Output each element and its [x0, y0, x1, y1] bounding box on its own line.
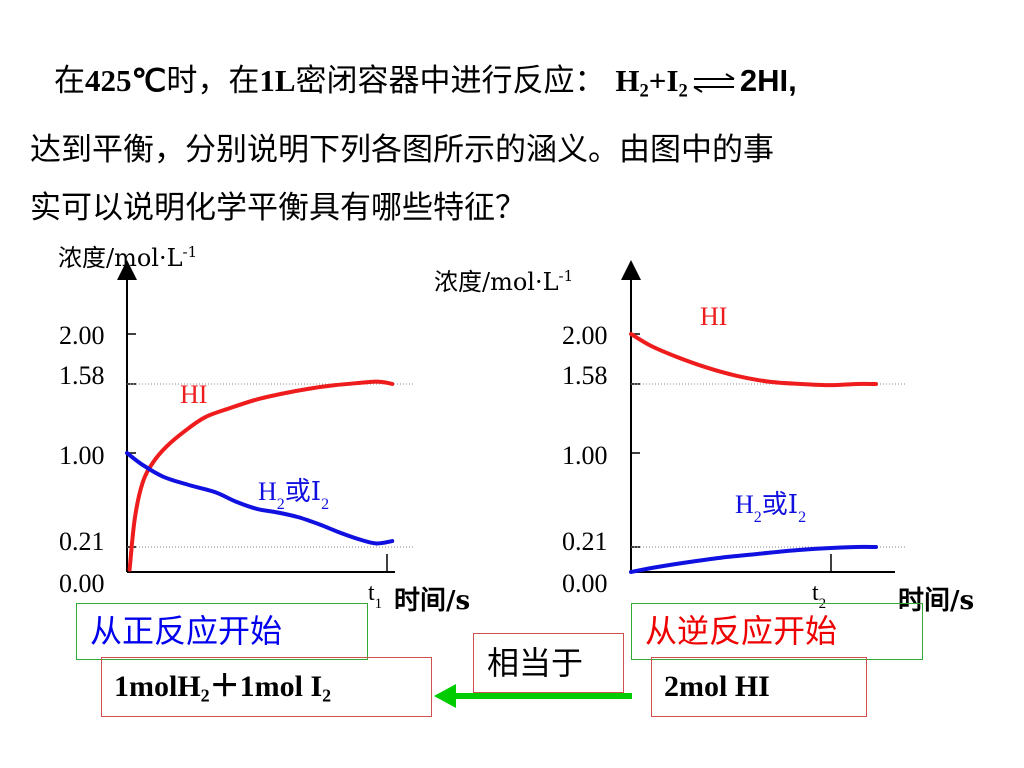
- reverse-amount-box: 2mol HI: [651, 657, 867, 717]
- q-line2: 达到平衡，分别说明下列各图所示的涵义。由图中的事: [30, 131, 774, 168]
- hi-label: HI: [180, 380, 207, 409]
- tick-label-1.00: 1.00: [59, 441, 105, 470]
- fwd-sub2: 2: [322, 685, 332, 706]
- reaction-equation: H2+I2: [615, 63, 687, 102]
- tick-label-1.58: 1.58: [59, 361, 105, 390]
- series-line-h2-i2: [629, 544, 878, 574]
- q-post: 密闭容器中进行反应：: [295, 63, 606, 99]
- q-vol: 1L: [259, 63, 296, 98]
- equilibrium-arrow-icon: [693, 72, 735, 93]
- tick-label-0.21: 0.21: [59, 527, 105, 556]
- t2-label: t2: [812, 580, 826, 612]
- tick-label-0.00: 0.00: [562, 569, 608, 598]
- h2-i2-label: H2或I2: [735, 490, 806, 526]
- start-reverse-box: 从逆反应开始: [631, 603, 923, 660]
- arrow-left-icon: [434, 684, 632, 708]
- tick-label-1.00: 1.00: [562, 441, 608, 470]
- tick-label-2.00: 2.00: [59, 321, 105, 350]
- eq-h: H: [615, 63, 640, 98]
- forward-amount-box: 1molH2＋1mol I2: [101, 657, 432, 717]
- t1-label: t1: [368, 580, 382, 612]
- tick-label-0.21: 0.21: [562, 527, 608, 556]
- start-forward-box: 从正反应开始: [76, 603, 368, 660]
- eq-plus-i: +I: [648, 63, 679, 98]
- fwd-sub1: 2: [200, 685, 210, 706]
- chart-forward: 浓度/mol·L-1 2.00 1.58 1.00 0.21 0.00 t1 时…: [58, 243, 470, 616]
- q-line3: 实可以说明化学平衡具有哪些特征？: [30, 189, 526, 226]
- question-text: 在425℃时，在1L密闭容器中进行反应： H2+I2 2HI, 达到平衡，分别说明…: [30, 52, 1005, 237]
- hi-label: HI: [700, 302, 727, 331]
- tick-labels: 2.00 1.58 1.00 0.21 0.00: [59, 321, 105, 598]
- eq-sub2: 2: [678, 80, 688, 102]
- x-axis-label: 时间/s: [394, 586, 470, 616]
- q-pre: 在: [54, 63, 85, 99]
- tick-label-0.00: 0.00: [59, 569, 105, 598]
- tick-label-2.00: 2.00: [562, 321, 608, 350]
- h2-i2-label: H2或I2: [258, 477, 329, 513]
- q-mid: 时，在: [166, 63, 260, 99]
- eq-rhs: 2HI,: [739, 63, 797, 98]
- chart-reverse: 浓度/mol·L-1 2.00 1.58 1.00 0.21 0.00 t2 时…: [434, 260, 974, 616]
- fwd-i2: ＋1mol I: [209, 670, 323, 703]
- series-line-hi: [127, 379, 395, 572]
- y-axis-label: 浓度/mol·L-1: [58, 243, 197, 272]
- series-line-h2-i2: [125, 451, 395, 546]
- tick-labels: 2.00 1.58 1.00 0.21 0.00: [562, 321, 608, 598]
- eq-sub1: 2: [639, 80, 649, 102]
- fwd-h2: 1molH: [114, 670, 201, 703]
- q-temp: 425℃: [85, 63, 167, 98]
- x-axis-label: 时间/s: [898, 586, 974, 616]
- series-line-hi: [629, 332, 878, 388]
- equivalent-box: 相当于: [473, 633, 624, 693]
- y-axis-label: 浓度/mol·L-1: [434, 267, 573, 296]
- tick-label-1.58: 1.58: [562, 361, 608, 390]
